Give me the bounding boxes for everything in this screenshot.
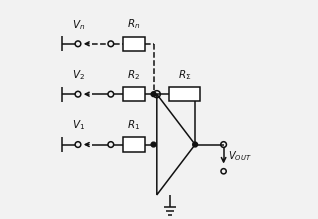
Bar (123, 138, 145, 152)
Text: $V_1$: $V_1$ (72, 119, 85, 132)
Text: $V_{OUT}$: $V_{OUT}$ (228, 150, 251, 164)
Text: $R_2$: $R_2$ (127, 68, 140, 82)
Text: $R_1$: $R_1$ (127, 118, 141, 132)
Text: $V_2$: $V_2$ (72, 68, 85, 82)
Text: $R_n$: $R_n$ (127, 17, 141, 31)
Bar (123, 87, 145, 101)
Text: $V_n$: $V_n$ (72, 18, 85, 32)
Circle shape (151, 142, 156, 147)
Text: $R_{\Sigma}$: $R_{\Sigma}$ (177, 68, 191, 82)
Bar (123, 37, 145, 51)
Circle shape (151, 92, 156, 97)
Bar (169, 87, 199, 101)
Circle shape (193, 142, 197, 147)
